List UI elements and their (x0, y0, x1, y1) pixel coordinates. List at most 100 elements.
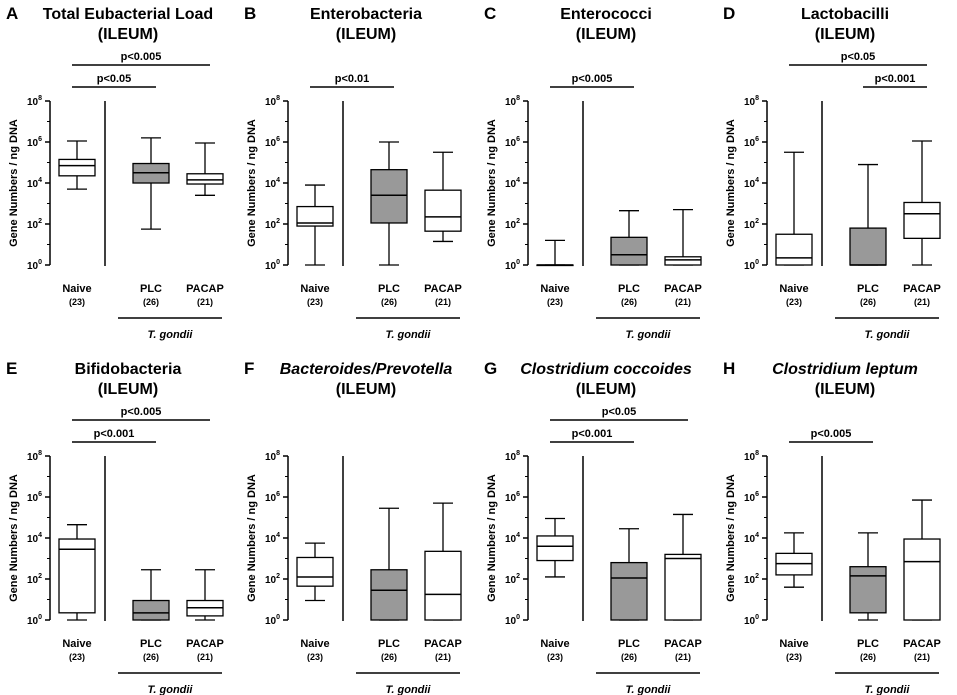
y-axis-label: Gene Numbers / ng DNA (246, 119, 258, 247)
panel-e: E Bifidobacteria(ILEUM)100102104106108Gen… (6, 359, 224, 695)
panel-a: A Total Eubacterial Load(ILEUM)1001021041… (6, 4, 224, 341)
y-tick-exponent: 8 (38, 450, 42, 457)
y-tick-label: 100 (505, 259, 520, 272)
y-tick-label: 104 (505, 177, 520, 190)
significance-label: p<0.005 (811, 428, 852, 440)
y-tick-base: 10 (265, 616, 277, 627)
box-plc (370, 141, 408, 266)
n-label-plc: (26) (860, 297, 876, 307)
panel-title-line-1: Enterococci (560, 6, 652, 23)
box-iqr (849, 566, 887, 614)
significance-label: p<0.05 (97, 73, 132, 85)
panel-title-line-2: (ILEUM) (98, 26, 158, 43)
y-tick-base: 10 (27, 616, 39, 627)
y-tick-base: 10 (744, 261, 756, 272)
y-tick-exponent: 2 (755, 218, 759, 225)
y-tick-exponent: 0 (516, 259, 520, 266)
category-label-plc: PLC (618, 283, 640, 295)
category-label-naive: Naive (62, 638, 91, 650)
box-pacap (903, 499, 941, 621)
box-iqr (903, 201, 941, 240)
panel-h: H Clostridium leptum(ILEUM)10010210410610… (723, 359, 941, 695)
y-tick-exponent: 4 (755, 532, 759, 539)
y-tick-base: 10 (505, 261, 517, 272)
n-label-plc: (26) (143, 652, 159, 662)
significance-label: p<0.005 (121, 406, 162, 418)
y-tick-label: 106 (505, 491, 520, 504)
box-naive (775, 532, 813, 588)
box-iqr (664, 256, 702, 266)
box-iqr (186, 173, 224, 185)
y-tick-base: 10 (265, 575, 277, 586)
panel-title-line-1: Lactobacilli (801, 6, 889, 23)
y-tick-label: 104 (744, 177, 759, 190)
group-label: T. gondii (864, 329, 910, 341)
y-tick-label: 108 (27, 450, 42, 463)
n-label-naive: (23) (547, 652, 563, 662)
y-tick-label: 104 (27, 177, 42, 190)
y-tick-label: 102 (505, 218, 520, 231)
y-tick-label: 100 (505, 614, 520, 627)
group-label: T. gondii (147, 684, 193, 695)
panel-title-line-2: (ILEUM) (815, 381, 875, 398)
n-label-naive: (23) (786, 297, 802, 307)
panel-letter: D (723, 4, 735, 23)
panel-title-line-2: (ILEUM) (576, 26, 636, 43)
y-tick-label: 104 (505, 532, 520, 545)
panel-title-line-1: Total Eubacterial Load (43, 6, 213, 23)
y-axis-label: Gene Numbers / ng DNA (8, 119, 20, 247)
y-tick-base: 10 (505, 138, 517, 149)
box-plc (849, 163, 887, 266)
n-label-pacap: (21) (914, 652, 930, 662)
y-tick-exponent: 2 (38, 218, 42, 225)
box-iqr (536, 535, 574, 562)
box-plc (132, 569, 170, 621)
y-tick-exponent: 8 (516, 450, 520, 457)
group-label: T. gondii (147, 329, 193, 341)
y-tick-label: 100 (265, 614, 280, 627)
category-label-pacap: PACAP (903, 638, 941, 650)
significance-label: p<0.001 (572, 428, 613, 440)
y-tick-exponent: 4 (276, 177, 280, 184)
box-iqr (610, 236, 648, 266)
y-tick-exponent: 6 (755, 136, 759, 143)
y-tick-base: 10 (744, 575, 756, 586)
panel-letter: C (484, 4, 496, 23)
box-pacap (186, 142, 224, 196)
y-tick-label: 104 (744, 532, 759, 545)
y-tick-exponent: 4 (276, 532, 280, 539)
y-tick-base: 10 (505, 179, 517, 190)
y-tick-base: 10 (265, 452, 277, 463)
category-label-pacap: PACAP (664, 638, 702, 650)
box-iqr (58, 158, 96, 177)
category-label-pacap: PACAP (664, 283, 702, 295)
group-label: T. gondii (385, 329, 431, 341)
box-plc (849, 532, 887, 621)
category-label-plc: PLC (378, 638, 400, 650)
box-pacap (424, 502, 462, 621)
n-label-naive: (23) (547, 297, 563, 307)
y-axis-label: Gene Numbers / ng DNA (725, 119, 737, 247)
y-tick-exponent: 8 (276, 95, 280, 102)
y-tick-exponent: 6 (38, 491, 42, 498)
y-tick-label: 102 (505, 573, 520, 586)
box-naive (296, 542, 334, 602)
box-iqr (903, 538, 941, 621)
n-label-pacap: (21) (197, 297, 213, 307)
panel-letter: H (723, 359, 735, 378)
box-plc (132, 137, 170, 230)
n-label-pacap: (21) (197, 652, 213, 662)
panel-letter: B (244, 4, 256, 23)
panel-g: G Clostridium coccoides(ILEUM)10010210410… (484, 359, 702, 695)
y-tick-label: 106 (744, 491, 759, 504)
category-label-pacap: PACAP (186, 638, 224, 650)
y-tick-base: 10 (27, 97, 39, 108)
box-pacap (186, 569, 224, 621)
y-tick-base: 10 (265, 179, 277, 190)
significance-label: p<0.001 (875, 73, 916, 85)
n-label-pacap: (21) (675, 297, 691, 307)
box-iqr (370, 169, 408, 224)
category-label-plc: PLC (618, 638, 640, 650)
box-naive (58, 524, 96, 621)
